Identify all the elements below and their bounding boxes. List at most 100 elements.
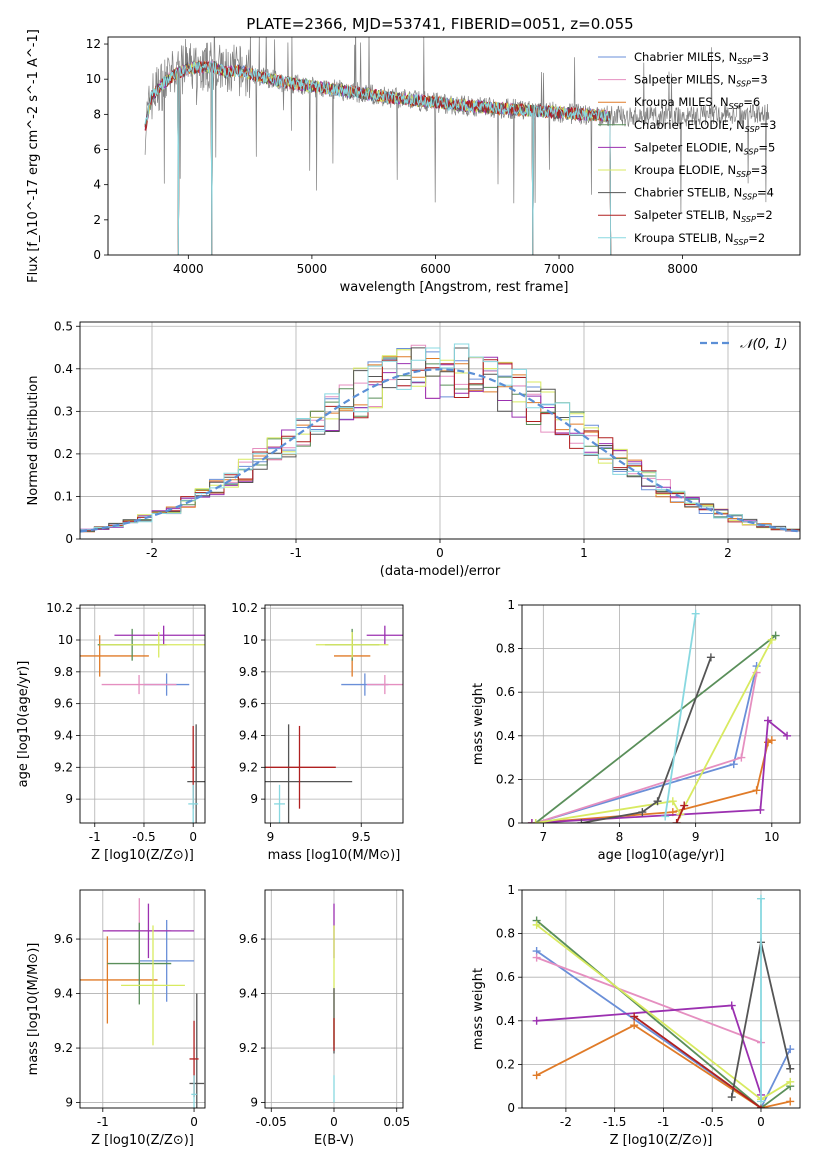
y-tick-label: 9 <box>65 792 73 806</box>
y-tick-label: 9.8 <box>54 665 73 679</box>
spectrum-legend: Chabrier MILES, NSSP=3 Salpeter MILES, NS… <box>598 50 776 247</box>
y-tick-label: 0 <box>93 248 101 262</box>
y-tick-label: 0.4 <box>496 1014 515 1028</box>
x-tick-label: 0 <box>330 1115 338 1129</box>
model-spectrum-3 <box>144 61 612 255</box>
x-tick-label: 10 <box>764 830 779 844</box>
y-tick-label: 0 <box>507 816 515 830</box>
y-tick-label: 0.2 <box>496 772 515 786</box>
observed-spectrum-line <box>144 37 770 215</box>
y-tick-label: 9.6 <box>54 932 73 946</box>
weight-marker <box>727 1093 736 1102</box>
legend-entry: Chabrier MILES, NSSP=3 <box>634 50 769 66</box>
y-tick-label: 0.6 <box>496 970 515 984</box>
legend-count: =5 <box>758 140 775 154</box>
weight-marker <box>668 797 677 806</box>
weight-line-0 <box>536 950 792 1108</box>
legend-count: =2 <box>756 208 773 222</box>
weight-marker <box>672 819 681 823</box>
x-tick-label: 0 <box>436 546 444 560</box>
legend-entry: Salpeter ELODIE, NSSP=5 <box>634 140 775 156</box>
x-axis-label: mass [log10(M/M⊙)] <box>268 848 401 863</box>
weight-line-7 <box>675 805 686 823</box>
model-spectrum-5 <box>144 61 612 255</box>
weight-marker <box>756 1097 765 1106</box>
weight-line-6 <box>581 656 712 823</box>
y-tick-label: 12 <box>86 37 101 51</box>
legend-entry: Salpeter MILES, NSSP=3 <box>634 73 768 89</box>
x-axis-label: age [log10(age/yr)] <box>598 848 725 863</box>
panel-ebv_mass: -0.05 0 0.05 9 9.2 9.4 9.6 E(B-V) <box>239 889 410 1148</box>
weight-marker <box>756 894 765 903</box>
legend-entry: 𝒩(0, 1) <box>740 337 787 352</box>
legend-sub: SSP <box>729 102 744 111</box>
weight-line-7 <box>633 1015 762 1108</box>
y-tick-label: 0 <box>65 532 73 546</box>
weight-marker <box>532 1016 541 1025</box>
x-tick-label: 6000 <box>420 262 451 276</box>
axes-frame <box>264 889 404 1109</box>
y-tick-label: 2 <box>93 213 101 227</box>
x-tick-label: -2 <box>560 1115 572 1129</box>
y-tick-label: 8 <box>93 107 101 121</box>
x-tick-label: 4000 <box>173 262 204 276</box>
x-tick-label: 5000 <box>297 262 328 276</box>
weight-marker <box>532 1071 541 1080</box>
weight-marker <box>706 653 715 662</box>
x-axis-label: Z [log10(Z/Z⊙)] <box>610 1133 713 1148</box>
y-tick-label: 10 <box>243 633 258 647</box>
y-tick-label: 0.8 <box>496 642 515 656</box>
y-tick-label: 9 <box>250 792 258 806</box>
x-axis-label: Z [log10(Z/Z⊙)] <box>91 848 194 863</box>
x-tick-label: 0 <box>189 830 197 844</box>
weight-marker <box>630 1021 639 1030</box>
x-tick-label: 0 <box>190 1115 198 1129</box>
model-spectrum-4 <box>144 61 612 255</box>
x-tick-label: -0.5 <box>132 830 155 844</box>
x-tick-label: -1 <box>290 546 302 560</box>
y-tick-label: 0.1 <box>54 489 73 503</box>
axes-frame <box>521 604 801 824</box>
weight-marker <box>577 819 586 823</box>
weight-marker <box>764 716 773 725</box>
weight-marker <box>786 1097 795 1106</box>
weight-line-1 <box>535 672 758 823</box>
y-axis-label: Flux [f_λ10^-17 erg cm^-2 s^-1 A^-1] <box>26 29 41 283</box>
panel-residuals: -2 -1 0 1 2 0 0.1 0.2 0.3 0.4 0.5 (data-model)/erro… <box>26 319 801 579</box>
plot-area-Z_weight <box>532 894 795 1108</box>
weight-marker <box>532 953 541 962</box>
weight-marker <box>786 1045 795 1054</box>
y-tick-label: 0.8 <box>496 927 515 941</box>
legend-count: =3 <box>751 73 768 87</box>
legend-entry: Chabrier STELIB, NSSP=4 <box>634 186 774 202</box>
y-axis-label: mass [log10(M/M⊙)] <box>26 943 41 1076</box>
x-tick-label: -1 <box>89 830 101 844</box>
weight-line-4 <box>536 1004 762 1096</box>
weight-marker <box>756 805 765 814</box>
plot-area-Z_mass <box>80 898 205 1108</box>
weight-marker <box>786 1064 795 1073</box>
legend-count: =6 <box>743 95 760 109</box>
x-axis-label: wavelength [Angstrom, rest frame] <box>340 280 569 295</box>
weight-marker <box>527 819 536 823</box>
weight-marker <box>752 786 761 795</box>
weight-marker <box>691 609 700 618</box>
y-tick-label: 6 <box>93 143 101 157</box>
legend-sub: SSP <box>736 80 751 89</box>
legend-sub: SSP <box>736 170 751 179</box>
legend-entry: Kroupa STELIB, NSSP=2 <box>634 231 765 247</box>
plot-area-mass_age <box>265 625 403 823</box>
plot-area-Z_age <box>80 625 205 823</box>
weight-marker <box>737 753 746 762</box>
x-axis-label: Z [log10(Z/Z⊙)] <box>91 1133 194 1148</box>
y-axis-label: mass weight <box>471 968 486 1050</box>
x-tick-label: -2 <box>146 546 158 560</box>
y-tick-label: 9.6 <box>54 697 73 711</box>
model-spectrum-1 <box>144 60 612 255</box>
plot-area-age_weight <box>527 609 792 823</box>
legend-sub: SSP <box>737 57 752 66</box>
weight-marker <box>783 731 792 740</box>
y-tick-label: 9.2 <box>239 1041 258 1055</box>
weight-line-8 <box>664 613 697 817</box>
